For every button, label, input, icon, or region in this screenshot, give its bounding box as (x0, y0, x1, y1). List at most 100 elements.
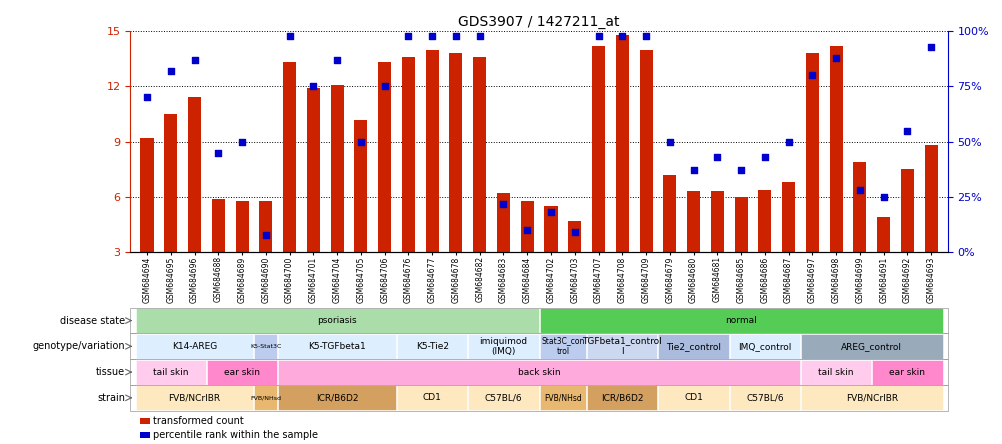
Bar (140, 432, 150, 438)
Text: ear skin: ear skin (889, 368, 925, 377)
Bar (801, 360, 871, 385)
Point (566, 229, 582, 236)
Bar (206, 360, 277, 385)
Bar (733, 197, 746, 308)
Text: percentile rank within the sample: percentile rank within the sample (153, 430, 319, 440)
Bar (877, 217, 890, 308)
Text: K5-TGFbeta1: K5-TGFbeta1 (308, 342, 366, 351)
Point (732, 167, 748, 174)
Bar (255, 385, 277, 410)
Bar (782, 182, 795, 308)
Point (519, 226, 535, 234)
Point (637, 32, 653, 39)
Text: strain: strain (97, 393, 125, 403)
Bar (378, 63, 391, 308)
Text: C57BL/6: C57BL/6 (745, 393, 783, 402)
Bar (140, 417, 150, 424)
Point (400, 32, 416, 39)
Point (684, 167, 700, 174)
Bar (539, 334, 585, 359)
Bar (135, 308, 538, 333)
Text: genotype/variation: genotype/variation (33, 341, 125, 351)
Text: tail skin: tail skin (153, 368, 188, 377)
Bar (729, 334, 800, 359)
Bar (473, 57, 486, 308)
Point (922, 43, 938, 50)
Text: CD1: CD1 (422, 393, 441, 402)
Bar (397, 385, 467, 410)
Bar (130, 333, 947, 359)
Bar (164, 114, 177, 308)
Bar (130, 385, 947, 411)
Bar (283, 63, 296, 308)
Bar (872, 360, 942, 385)
Bar (278, 385, 396, 410)
Point (448, 32, 464, 39)
Bar (539, 385, 585, 410)
Text: K14-AREG: K14-AREG (171, 342, 217, 351)
Bar (829, 46, 842, 308)
Point (495, 200, 511, 207)
Bar (758, 190, 771, 308)
Text: FVB/NHsd: FVB/NHsd (543, 393, 581, 402)
Point (162, 67, 178, 75)
Bar (449, 53, 462, 308)
Bar (805, 53, 818, 308)
Bar (924, 145, 937, 308)
Bar (211, 199, 224, 308)
Point (708, 154, 724, 161)
Point (613, 32, 629, 39)
Bar (591, 46, 604, 308)
Bar (710, 191, 723, 308)
Point (828, 54, 844, 61)
Bar (801, 385, 942, 410)
Bar (853, 162, 866, 308)
Text: transformed count: transformed count (153, 416, 243, 426)
Point (542, 209, 558, 216)
Bar (130, 359, 947, 385)
Bar (331, 84, 344, 308)
Text: K5-Tie2: K5-Tie2 (415, 342, 448, 351)
Point (282, 32, 298, 39)
Point (899, 127, 915, 134)
Bar (520, 201, 533, 308)
Text: psoriasis: psoriasis (317, 316, 357, 325)
Bar (586, 334, 656, 359)
Point (377, 83, 393, 90)
Bar (615, 35, 628, 308)
Bar (187, 97, 200, 308)
Bar (135, 334, 254, 359)
Point (780, 138, 796, 145)
Bar (468, 334, 538, 359)
Bar (425, 50, 438, 308)
Bar (402, 57, 415, 308)
Bar (900, 169, 913, 308)
Bar (544, 206, 557, 308)
Point (590, 32, 606, 39)
Bar (307, 88, 320, 308)
Text: C57BL/6: C57BL/6 (484, 393, 522, 402)
Text: tail skin: tail skin (818, 368, 853, 377)
Point (186, 56, 202, 63)
Bar (354, 119, 367, 308)
Bar (657, 334, 728, 359)
Point (139, 94, 155, 101)
Text: ICR/B6D2: ICR/B6D2 (600, 393, 643, 402)
Text: FVB/NCrIBR: FVB/NCrIBR (168, 393, 220, 402)
Bar (130, 308, 947, 333)
Bar (686, 191, 699, 308)
Bar (468, 385, 538, 410)
Bar (586, 385, 656, 410)
Bar (278, 360, 800, 385)
Bar (639, 50, 652, 308)
Point (305, 83, 321, 90)
Text: back skin: back skin (517, 368, 560, 377)
Point (210, 149, 226, 156)
Text: Stat3C_con
trol: Stat3C_con trol (541, 337, 584, 356)
Text: Tie2_control: Tie2_control (665, 342, 720, 351)
Point (875, 194, 891, 201)
Point (233, 138, 249, 145)
Bar (568, 221, 581, 308)
Text: tissue: tissue (96, 367, 125, 377)
Point (424, 32, 440, 39)
